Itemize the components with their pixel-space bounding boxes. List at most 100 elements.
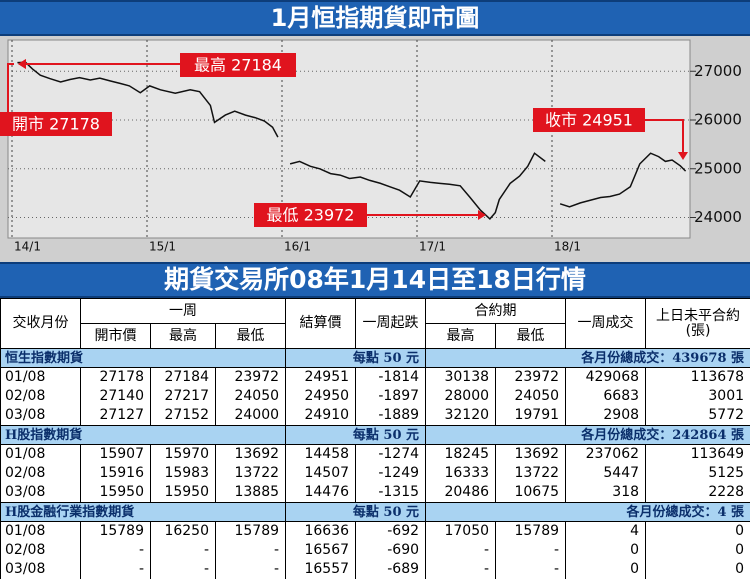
table-cell: 3001 <box>645 387 750 406</box>
data-row: 01/08 27178 27184 23972 24951 -1814 30138 23972… <box>0 367 750 387</box>
table-cell: -692 <box>355 521 427 541</box>
table-cell: 03/08 <box>0 560 81 579</box>
table-cell: - <box>214 560 287 579</box>
table-cell: 0 <box>645 521 750 541</box>
table-cell: 每點 50 元 <box>285 502 427 522</box>
table-cell: 15789 <box>80 521 151 541</box>
annotation-line <box>7 63 14 112</box>
table-cell: - <box>150 560 216 579</box>
x-tick-label: 15/1 <box>149 240 176 254</box>
table-cell: - <box>80 560 151 579</box>
annotation-label: 開市 27178 <box>12 115 100 134</box>
table-cell: 15970 <box>150 444 216 464</box>
table-cell: 15789 <box>495 521 567 541</box>
header-cell: 一周起跌 <box>355 298 427 349</box>
header-cell: 交收月份 <box>0 298 81 349</box>
table-cell: 每點 50 元 <box>285 348 427 368</box>
table-cell: 03/08 <box>0 406 81 426</box>
table-cell: -689 <box>355 560 427 579</box>
chart-title: 1月恒指期貨即市圖 <box>0 0 750 36</box>
market-table: 交收月份 一周 結算價 一周起跌 合約期 一周成交 上日未平合約 (張) 開市價 … <box>0 298 750 579</box>
table-cell: 13885 <box>214 483 287 503</box>
header-cell: 結算價 <box>285 298 357 349</box>
table-cell: 2228 <box>645 483 750 503</box>
table-cell: 13722 <box>495 464 567 483</box>
data-row: 02/08 27140 27217 24050 24950 -1897 28000 24050… <box>0 387 750 406</box>
table-cell: 429068 <box>565 367 647 387</box>
table-cell: 16567 <box>285 541 357 560</box>
annotation-box <box>180 53 296 77</box>
table-cell: - <box>425 560 497 579</box>
table-cell: -690 <box>355 541 427 560</box>
data-row: 01/08 15907 15970 13692 14458 -1274 18245 13692… <box>0 444 750 464</box>
table-cell: 18245 <box>425 444 497 464</box>
annotation-line <box>645 119 684 156</box>
data-row: 02/08 15916 15983 13722 14507 -1249 16333 13722… <box>0 464 750 483</box>
table-cell: 23972 <box>495 367 567 387</box>
annotation-box <box>0 112 112 136</box>
x-tick-label: 17/1 <box>419 240 446 254</box>
table-cell: -1814 <box>355 367 427 387</box>
table-cell: 30138 <box>425 367 497 387</box>
header-cell: 一周成交 <box>565 298 647 349</box>
table-cell: - <box>150 541 216 560</box>
table-cell: 13692 <box>495 444 567 464</box>
table-cell: 15950 <box>150 483 216 503</box>
section-row: H股金融行業指數期貨 每點 50 元各月份總成交：4 張 <box>0 502 750 522</box>
table-cell: 27217 <box>150 387 216 406</box>
annotation-label: 收市 24951 <box>545 111 633 130</box>
table-cell: 15789 <box>214 521 287 541</box>
header-cell: 合約期 <box>425 298 567 324</box>
data-row: 03/08- - -16557 -689- -0 0 <box>0 560 750 579</box>
annotation-arrow <box>478 210 486 220</box>
table-cell: 23972 <box>214 367 287 387</box>
table-cell: H股金融行業指數期貨 <box>0 502 287 522</box>
table-cell: 27140 <box>80 387 151 406</box>
header-cell: 最高 <box>425 323 497 349</box>
table-cell: 27178 <box>80 367 151 387</box>
table-cell: 各月份總成交：242864 張 <box>425 425 750 445</box>
table-cell: 0 <box>645 560 750 579</box>
header-cell: 上日未平合約 (張) <box>645 298 750 349</box>
table-cell: -1274 <box>355 444 427 464</box>
table-cell: 16250 <box>150 521 216 541</box>
table-cell: 01/08 <box>0 521 81 541</box>
table-cell: 5772 <box>645 406 750 426</box>
y-tick-label: 25000 <box>694 159 742 177</box>
section-row: H股指數期貨 每點 50 元各月份總成交：242864 張 <box>0 425 750 445</box>
header-cell: 一周 <box>79 298 287 324</box>
table-cell: 13722 <box>214 464 287 483</box>
section-row: 恒生指數期貨 每點 50 元各月份總成交：439678 張 <box>0 348 750 368</box>
table-cell: 02/08 <box>0 541 81 560</box>
table-cell: 15907 <box>80 444 151 464</box>
table-cell: - <box>425 541 497 560</box>
table-cell: 113678 <box>645 367 750 387</box>
table-cell: 28000 <box>425 387 497 406</box>
table-cell: 15983 <box>150 464 216 483</box>
price-line <box>17 61 687 220</box>
table-cell: 15916 <box>80 464 151 483</box>
annotation-box <box>533 108 645 132</box>
annotation-box <box>254 203 367 227</box>
table-cell: 13692 <box>214 444 287 464</box>
table-cell: -1315 <box>355 483 427 503</box>
header-cell: 最高 <box>150 323 216 349</box>
table-cell: 6683 <box>565 387 647 406</box>
table-cell: 2908 <box>565 406 647 426</box>
table-cell: 16636 <box>285 521 357 541</box>
annotation-arrow <box>18 59 26 69</box>
table-cell: 27184 <box>150 367 216 387</box>
table-cell: 0 <box>645 541 750 560</box>
table-cell: 各月份總成交：4 張 <box>425 502 750 522</box>
table-cell: 各月份總成交：439678 張 <box>425 348 750 368</box>
header-text: 上日未平合約 <box>656 307 741 324</box>
table-cell: 01/08 <box>0 367 81 387</box>
annotation-arrow <box>678 152 688 160</box>
y-tick-label: 27000 <box>694 62 742 80</box>
table-cell: 15950 <box>80 483 151 503</box>
table-cell: 24950 <box>285 387 357 406</box>
table-cell: 5125 <box>645 464 750 483</box>
table-cell: -1889 <box>355 406 427 426</box>
header-cell: 最低 <box>214 323 287 349</box>
